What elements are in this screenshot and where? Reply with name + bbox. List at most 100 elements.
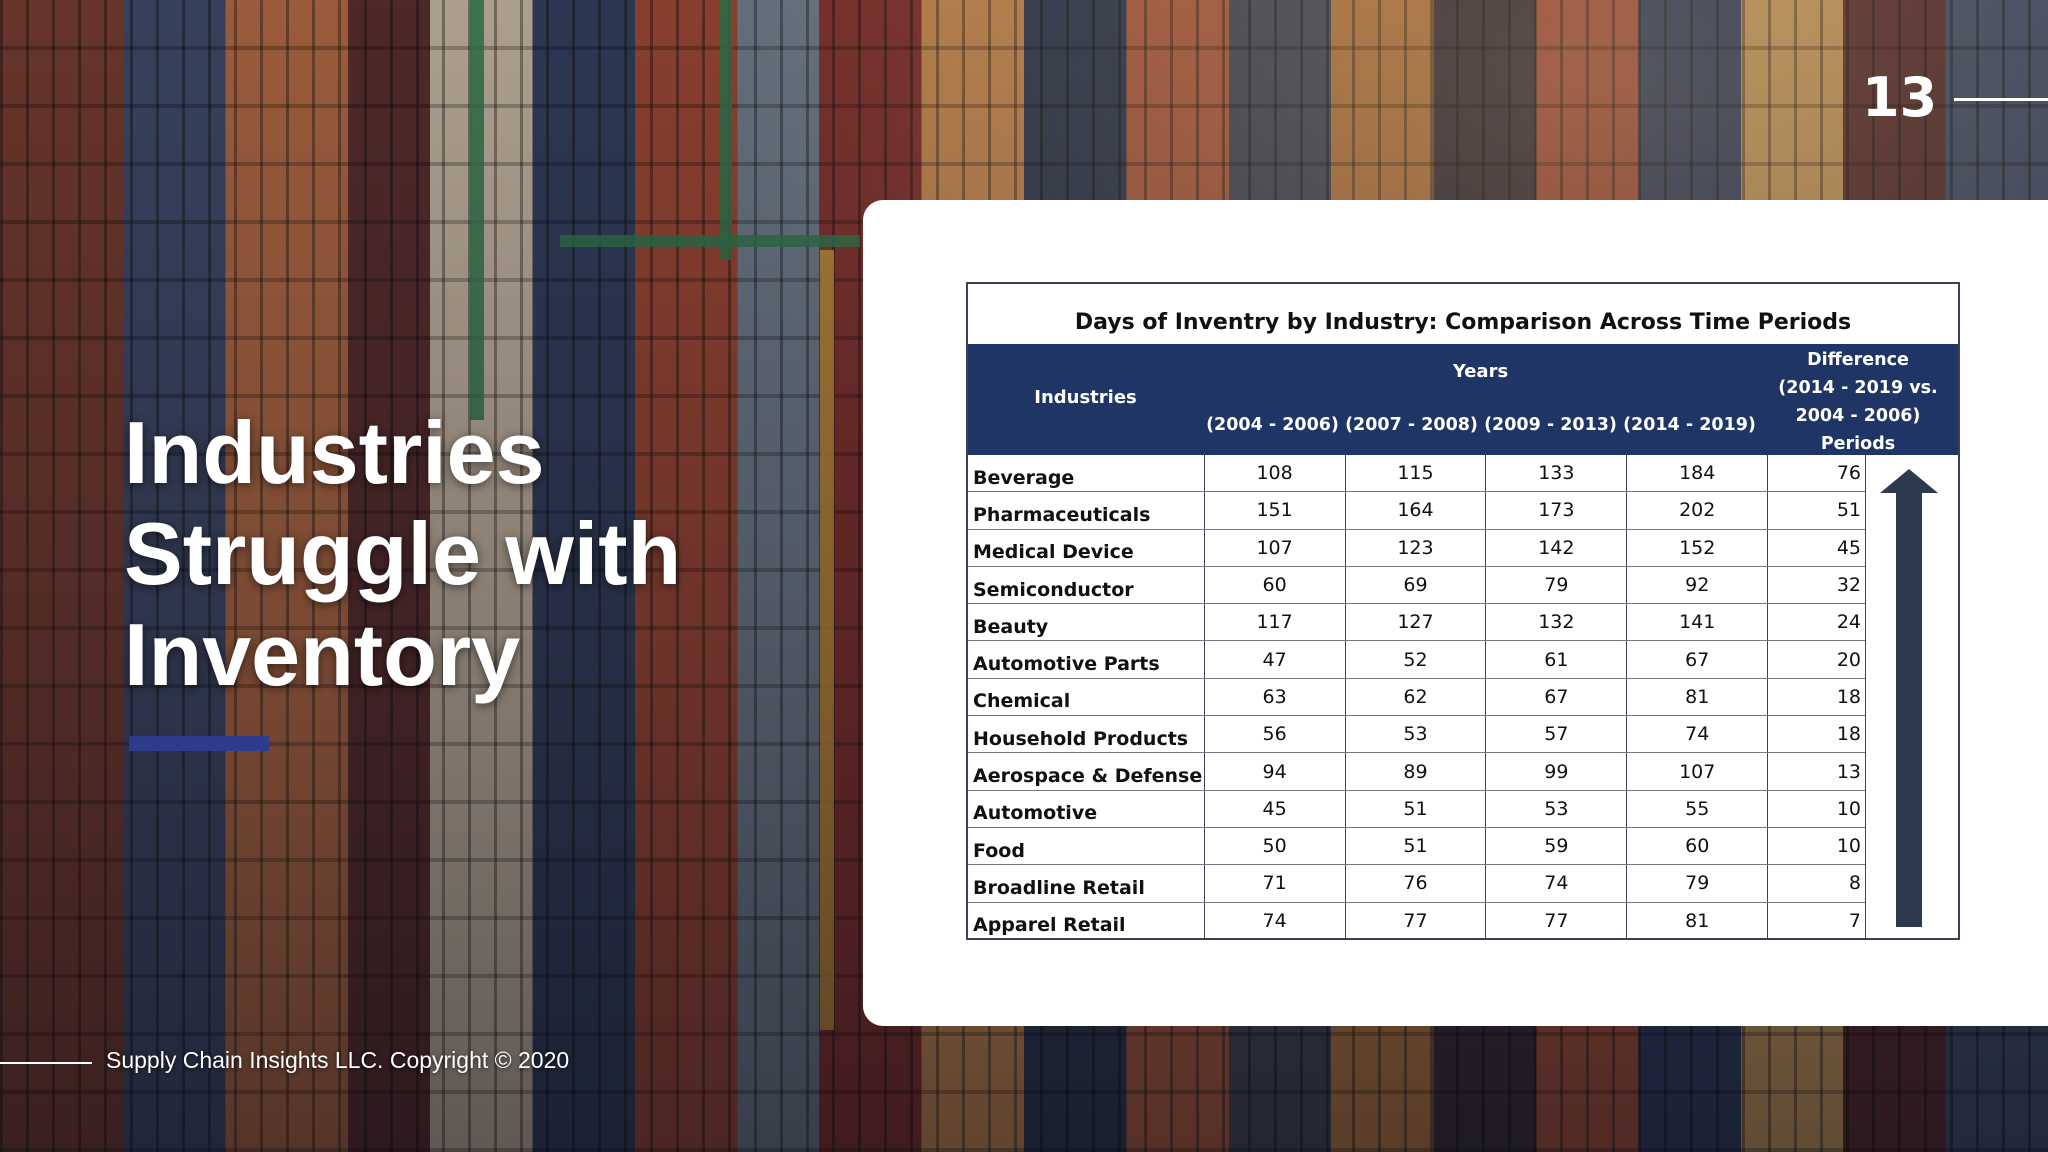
table-row: Automotive Parts 47 52 61 67 20 <box>968 640 1865 679</box>
period-value-cell: 52 <box>1344 640 1486 679</box>
difference-cell: 18 <box>1767 715 1865 754</box>
industry-cell: Aerospace & Defense <box>968 752 1205 791</box>
period-value-cell: 133 <box>1485 455 1627 493</box>
table-body: Beverage 108 115 133 184 76 Pharmaceuticals 151… <box>968 455 1865 939</box>
period-value-cell: 59 <box>1485 827 1627 866</box>
difference-cell: 20 <box>1767 640 1865 679</box>
inventory-table: Days of Inventry by Industry: Comparison… <box>966 282 1960 940</box>
period-value-cell: 79 <box>1485 566 1627 605</box>
period-value-cell: 107 <box>1203 529 1346 567</box>
title-line: Struggle with <box>124 504 682 603</box>
period-value-cell: 141 <box>1626 603 1768 642</box>
period-value-cell: 117 <box>1203 603 1346 642</box>
table-row: Food 50 51 59 60 10 <box>968 827 1865 866</box>
period-value-cell: 151 <box>1203 491 1346 530</box>
period-value-cell: 89 <box>1344 752 1486 791</box>
table-row: Household Products 56 53 57 74 18 <box>968 715 1865 754</box>
period-value-cell: 94 <box>1203 752 1346 791</box>
period-value-cell: 77 <box>1485 902 1627 939</box>
period-value-cell: 55 <box>1626 790 1768 828</box>
difference-cell: 32 <box>1767 566 1865 605</box>
slide-number: 13 <box>1862 66 1938 129</box>
difference-cell: 45 <box>1767 529 1865 567</box>
industry-cell: Automotive Parts <box>968 640 1205 679</box>
header-difference-line: Difference <box>1807 350 1909 370</box>
table-row: Aerospace & Defense 94 89 99 107 13 <box>968 752 1865 791</box>
period-value-cell: 60 <box>1626 827 1768 866</box>
header-difference-line: Periods <box>1820 434 1896 454</box>
period-value-cell: 152 <box>1626 529 1768 567</box>
period-value-cell: 202 <box>1626 491 1768 530</box>
table-row: Chemical 63 62 67 81 18 <box>968 678 1865 717</box>
table-row: Apparel Retail 74 77 77 81 7 <box>968 902 1865 939</box>
slide-number-divider <box>1954 98 2048 101</box>
industry-cell: Broadline Retail <box>968 864 1205 903</box>
industry-cell: Household Products <box>968 715 1205 754</box>
period-value-cell: 77 <box>1344 902 1486 939</box>
period-value-cell: 62 <box>1344 678 1486 717</box>
period-value-cell: 51 <box>1344 827 1486 866</box>
period-value-cell: 50 <box>1203 827 1346 866</box>
difference-cell: 8 <box>1767 864 1865 903</box>
industry-cell: Pharmaceuticals <box>968 491 1205 530</box>
header-difference-line: (2014 - 2019 vs. <box>1778 378 1938 398</box>
period-value-cell: 51 <box>1344 790 1486 828</box>
header-period: (2004 - 2006) <box>1206 415 1339 435</box>
period-value-cell: 81 <box>1626 678 1768 717</box>
industry-cell: Chemical <box>968 678 1205 717</box>
period-value-cell: 92 <box>1626 566 1768 605</box>
period-value-cell: 132 <box>1485 603 1627 642</box>
period-value-cell: 57 <box>1485 715 1627 754</box>
header-difference-line: 2004 - 2006) <box>1795 406 1921 426</box>
period-value-cell: 76 <box>1344 864 1486 903</box>
header-difference: Difference (2014 - 2019 vs. 2004 - 2006)… <box>1758 346 1958 458</box>
trend-arrow-column <box>1865 455 1958 938</box>
period-value-cell: 74 <box>1626 715 1768 754</box>
period-value-cell: 67 <box>1485 678 1627 717</box>
period-value-cell: 184 <box>1626 455 1768 493</box>
period-value-cell: 164 <box>1344 491 1486 530</box>
table-row: Broadline Retail 71 76 74 79 8 <box>968 864 1865 903</box>
difference-cell: 18 <box>1767 678 1865 717</box>
header-industries: Industries <box>1034 387 1137 408</box>
period-value-cell: 45 <box>1203 790 1346 828</box>
header-years: Years <box>1452 361 1509 382</box>
period-value-cell: 115 <box>1344 455 1486 493</box>
period-value-cell: 56 <box>1203 715 1346 754</box>
period-value-cell: 74 <box>1203 902 1346 939</box>
title-line: Inventory <box>124 605 521 704</box>
period-value-cell: 67 <box>1626 640 1768 679</box>
industry-cell: Medical Device <box>968 529 1205 567</box>
period-value-cell: 53 <box>1485 790 1627 828</box>
period-value-cell: 71 <box>1203 864 1346 903</box>
difference-cell: 13 <box>1767 752 1865 791</box>
period-value-cell: 63 <box>1203 678 1346 717</box>
industry-cell: Beauty <box>968 603 1205 642</box>
difference-cell: 51 <box>1767 491 1865 530</box>
header-period: (2007 - 2008) <box>1345 415 1478 435</box>
slide-title: Industries Struggle with Inventory <box>124 402 824 705</box>
table-row: Automotive 45 51 53 55 10 <box>968 790 1865 828</box>
difference-cell: 24 <box>1767 603 1865 642</box>
period-value-cell: 60 <box>1203 566 1346 605</box>
footer-divider <box>0 1062 92 1064</box>
period-value-cell: 79 <box>1626 864 1768 903</box>
industry-cell: Semiconductor <box>968 566 1205 605</box>
industry-cell: Apparel Retail <box>973 914 1126 937</box>
difference-cell: 10 <box>1767 790 1865 828</box>
period-value-cell: 69 <box>1344 566 1486 605</box>
period-value-cell: 123 <box>1344 529 1486 567</box>
period-value-cell: 81 <box>1626 902 1768 939</box>
period-value-cell: 108 <box>1203 455 1346 493</box>
table-header: Industries Years (2004 - 2006) (2007 - 2… <box>968 344 1958 455</box>
industry-cell: Food <box>968 827 1205 866</box>
period-value-cell: 173 <box>1485 491 1627 530</box>
period-value-cell: 142 <box>1485 529 1627 567</box>
period-value-cell: 53 <box>1344 715 1486 754</box>
table-row: Beverage 108 115 133 184 76 <box>968 455 1865 493</box>
period-value-cell: 74 <box>1485 864 1627 903</box>
footer-copyright: Supply Chain Insights LLC. Copyright © 2… <box>106 1047 570 1073</box>
up-arrow-icon <box>1880 469 1938 927</box>
industry-cell: Beverage <box>968 455 1205 493</box>
table-row: Medical Device 107 123 142 152 45 <box>968 529 1865 567</box>
